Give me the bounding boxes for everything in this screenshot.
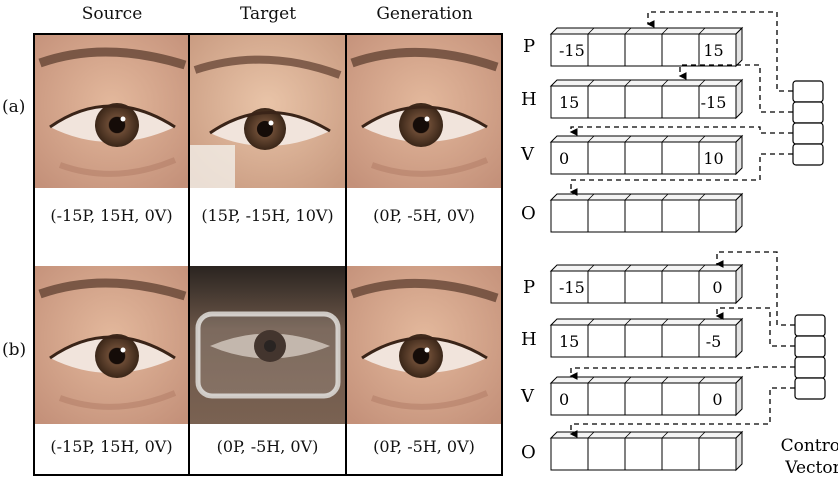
vector-cell	[550, 437, 589, 471]
grid-divider-1	[188, 33, 190, 476]
vector-cell	[698, 437, 737, 471]
caption-b-source: (-15P, 15H, 0V)	[50, 437, 173, 456]
vector-cell	[661, 270, 700, 304]
row-label-b: (b)	[2, 340, 27, 360]
header-source: Source	[81, 4, 143, 24]
letter-b-H: H	[521, 329, 537, 350]
control-vector-a	[792, 80, 824, 166]
vector-cell-value: 0	[712, 278, 722, 297]
vector-cell	[661, 382, 700, 416]
vector-cell-value: -15	[559, 278, 585, 297]
vector-cell-value: -5	[706, 332, 722, 351]
caption-a-generation: (0P, -5H, 0V)	[373, 206, 475, 225]
caption-b-target: (0P, -5H, 0V)	[216, 437, 319, 456]
vector-cell	[587, 437, 626, 471]
vector-row_a-P: -15 15	[549, 26, 744, 68]
letter-a-P: P	[523, 36, 535, 57]
vector-row_b-H: 15 -5	[549, 317, 744, 359]
vector-row_a-H: 15 -15	[549, 78, 744, 120]
vector-cell	[698, 141, 737, 175]
letter-b-V: V	[520, 386, 535, 407]
vector-row_b-P: -15 0	[549, 263, 744, 305]
caption-a-target: (15P, -15H, 10V)	[201, 206, 334, 225]
vector-cell	[661, 85, 700, 119]
vector-cell-value: -15	[559, 41, 585, 60]
vector-cell	[698, 324, 737, 358]
vector-cell-value: 10	[703, 149, 723, 168]
eye-photo-b-generation	[347, 266, 501, 424]
letter-a-O: O	[521, 203, 536, 224]
vector-cell-value: 15	[559, 332, 579, 351]
vector-cell	[587, 270, 626, 304]
eye-photo-b-source	[35, 266, 188, 424]
control-vector-b	[794, 314, 826, 400]
vector-cell	[587, 141, 626, 175]
vector-cell	[624, 382, 663, 416]
vector-cell	[624, 33, 663, 67]
vector-cell	[624, 141, 663, 175]
image-grid-frame	[33, 33, 503, 476]
vector-cell-value: 15	[703, 41, 723, 60]
vector-cell	[698, 382, 737, 416]
header-generation: Generation	[376, 4, 473, 24]
caption-b-generation: (0P, -5H, 0V)	[373, 437, 475, 456]
vector-cell-value: 15	[559, 93, 579, 112]
vector-row_b-O	[549, 430, 744, 472]
vector-cell	[661, 437, 700, 471]
vector-row_a-V: 0 10	[549, 134, 744, 176]
dashed-arrow-group-b	[569, 251, 795, 438]
control-vector-label-line2: Vector	[784, 458, 838, 478]
vector-cell	[550, 382, 589, 416]
eye-photo-a-target	[190, 35, 345, 188]
vector-cell-value: 0	[712, 390, 722, 409]
letter-b-O: O	[521, 442, 536, 463]
vector-cell	[661, 324, 700, 358]
vector-cell	[661, 199, 700, 233]
vector-cell	[661, 141, 700, 175]
vector-cell	[698, 199, 737, 233]
vector-cell	[550, 270, 589, 304]
vector-cell	[661, 33, 700, 67]
vector-cell	[587, 199, 626, 233]
vector-cell	[550, 324, 589, 358]
vector-cell	[587, 324, 626, 358]
letter-a-H: H	[521, 89, 537, 110]
eye-photo-a-source	[35, 35, 188, 188]
vector-cell	[587, 382, 626, 416]
vector-cell-value: 0	[559, 390, 569, 409]
header-target: Target	[239, 4, 297, 24]
vector-cell	[624, 199, 663, 233]
vector-cell-value: -15	[701, 93, 727, 112]
vector-cell	[698, 85, 737, 119]
letter-b-P: P	[523, 277, 535, 298]
vector-cell-value: 0	[559, 149, 569, 168]
vector-cell	[587, 85, 626, 119]
dashed-arrow-group-a	[569, 11, 793, 196]
vector-cell	[624, 270, 663, 304]
vector-cell	[698, 33, 737, 67]
vector-cell	[624, 324, 663, 358]
grid-divider-2	[345, 33, 347, 476]
vector-cell	[550, 141, 589, 175]
control-vector-label-line1: Control	[781, 436, 838, 456]
letter-a-V: V	[520, 144, 535, 165]
caption-a-source: (-15P, 15H, 0V)	[50, 206, 173, 225]
vector-cell	[550, 199, 589, 233]
glasses-photo-b-target	[190, 266, 345, 424]
vector-cell	[698, 270, 737, 304]
row-label-a: (a)	[2, 97, 26, 117]
vector-cell	[587, 33, 626, 67]
vector-cell	[624, 437, 663, 471]
vector-cell	[624, 85, 663, 119]
vector-row_a-O	[549, 192, 744, 234]
eye-photo-a-generation	[347, 35, 501, 188]
